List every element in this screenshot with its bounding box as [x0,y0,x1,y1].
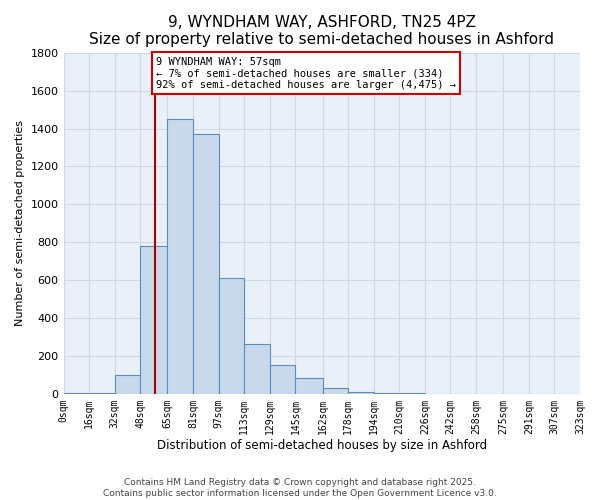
Bar [348,392,374,394]
Title: 9, WYNDHAM WAY, ASHFORD, TN25 4PZ
Size of property relative to semi-detached hou: 9, WYNDHAM WAY, ASHFORD, TN25 4PZ Size o… [89,15,554,48]
Bar [270,366,295,394]
Bar [244,344,270,394]
Y-axis label: Number of semi-detached properties: Number of semi-detached properties [15,120,25,326]
Bar [323,388,348,394]
X-axis label: Distribution of semi-detached houses by size in Ashford: Distribution of semi-detached houses by … [157,440,487,452]
Bar [193,134,218,394]
Text: 9 WYNDHAM WAY: 57sqm
← 7% of semi-detached houses are smaller (334)
92% of semi-: 9 WYNDHAM WAY: 57sqm ← 7% of semi-detach… [156,56,456,90]
Bar [295,378,323,394]
Text: Contains HM Land Registry data © Crown copyright and database right 2025.
Contai: Contains HM Land Registry data © Crown c… [103,478,497,498]
Bar [218,278,244,394]
Bar [140,246,167,394]
Bar [115,375,140,394]
Bar [167,119,193,394]
